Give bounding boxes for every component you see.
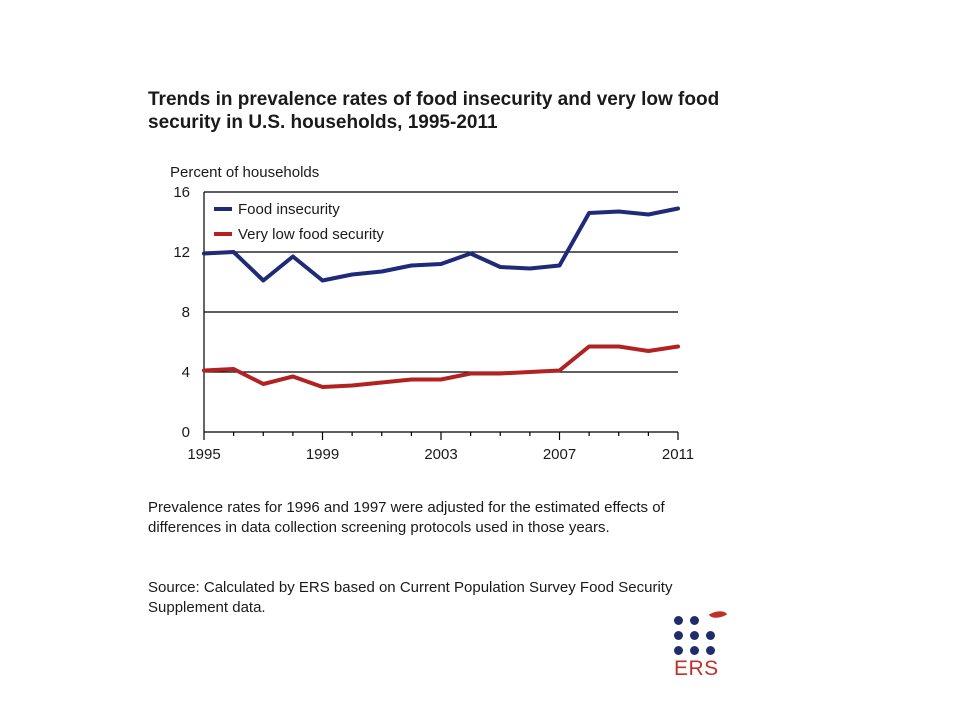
- very-low-food-security-line: [202, 344, 680, 389]
- y-tick-label: 0: [182, 424, 190, 441]
- y-tick-label: 4: [182, 364, 190, 381]
- ers-logo-text: ERS: [674, 657, 719, 680]
- y-axis-label: Percent of households: [170, 164, 319, 181]
- x-tick-label: 1999: [306, 446, 339, 463]
- source-note: Source: Calculated by ERS based on Curre…: [148, 579, 673, 616]
- x-tick-label: 2011: [662, 446, 694, 463]
- ers-logo: ERS: [672, 606, 732, 684]
- legend-label: Very low food security: [238, 226, 384, 243]
- y-tick-label: 16: [173, 184, 190, 201]
- x-tick-label: 2007: [543, 446, 576, 463]
- chart-title: Trends in prevalence rates of food insec…: [148, 89, 720, 133]
- food-insecurity-line: [202, 206, 680, 283]
- chart-note: Prevalence rates for 1996 and 1997 were …: [148, 499, 665, 536]
- x-tick-label: 2003: [424, 446, 457, 463]
- y-tick-label: 8: [182, 304, 190, 321]
- x-tick-label: 1995: [187, 446, 220, 463]
- legend-label: Food insecurity: [238, 201, 340, 218]
- y-tick-label: 12: [173, 244, 190, 261]
